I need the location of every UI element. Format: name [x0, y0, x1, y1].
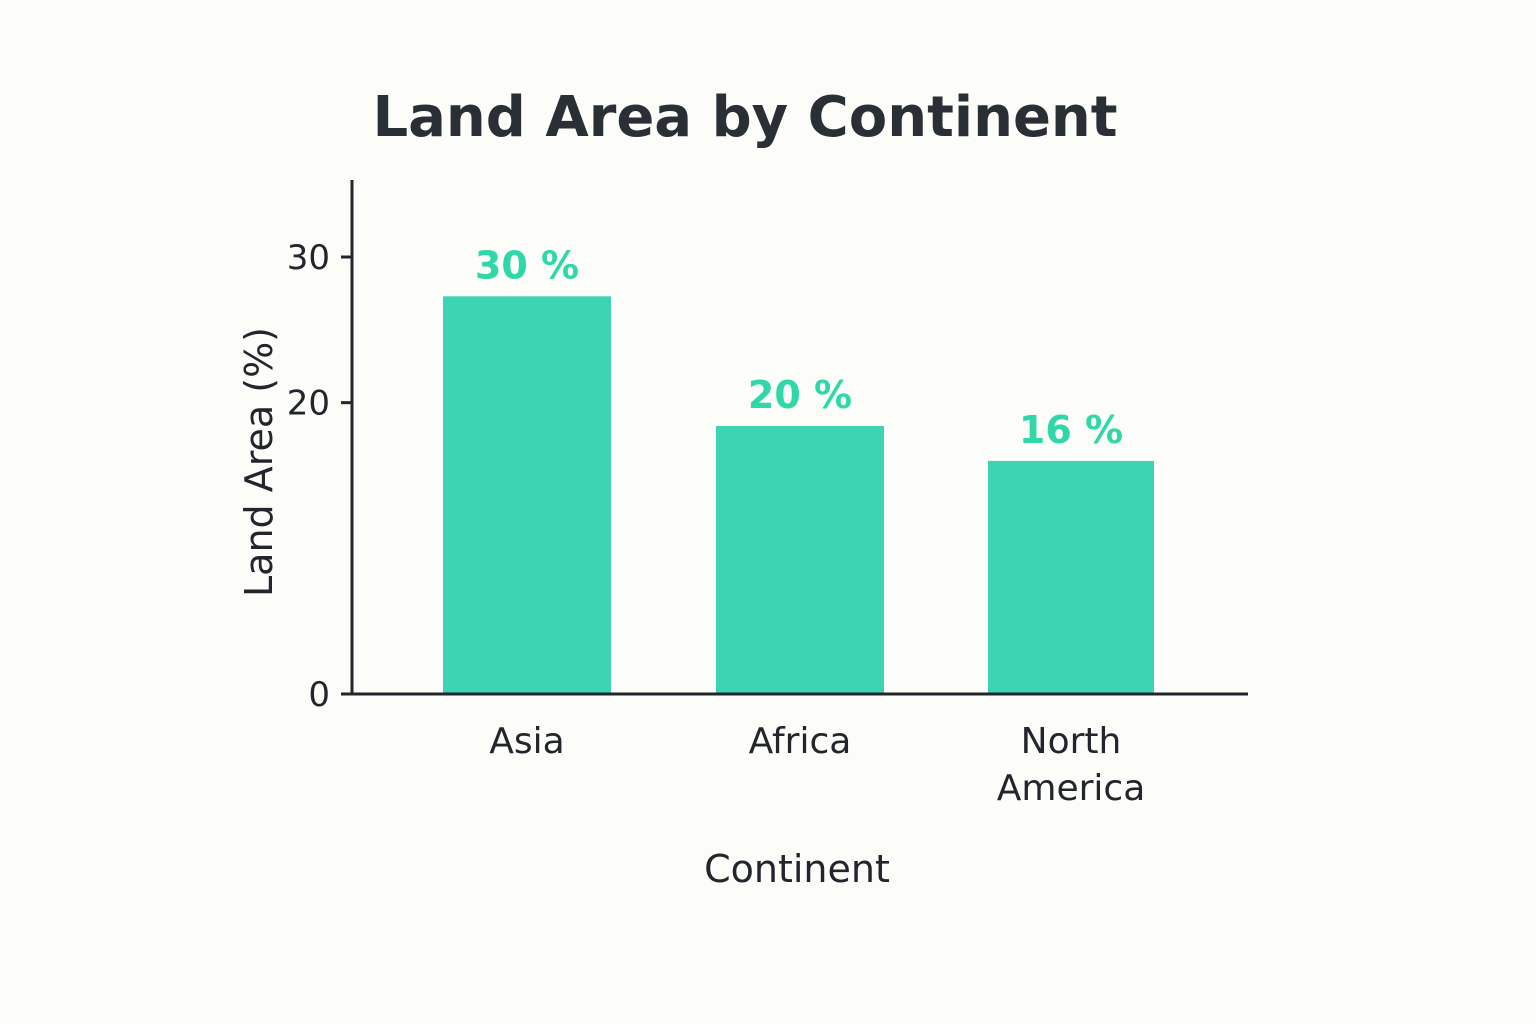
data-label: 30 %	[475, 243, 579, 287]
y-ticks-layer: 0 20 30	[287, 238, 352, 715]
y-tick-label: 0	[308, 675, 330, 715]
y-axis-title: Land Area (%)	[237, 327, 281, 597]
x-axis-title: Continent	[704, 847, 890, 891]
y-tick-label: 20	[287, 384, 330, 424]
data-labels-layer: 30 % 20 % 16 %	[475, 243, 1123, 452]
x-tick-label: Africa	[749, 721, 852, 762]
data-label: 20 %	[748, 373, 852, 417]
bar-north-america	[988, 460, 1154, 694]
data-label: 16 %	[1019, 408, 1123, 452]
x-tick-label: Asia	[489, 721, 564, 762]
x-categories-layer: Asia Africa North America	[489, 721, 1145, 809]
bar-asia	[443, 296, 611, 694]
chart-title: Land Area by Continent	[372, 85, 1117, 150]
y-tick-label: 30	[287, 238, 330, 278]
x-tick-label: North America	[997, 721, 1146, 809]
bars-layer	[443, 296, 1154, 694]
bar-africa	[716, 425, 884, 694]
